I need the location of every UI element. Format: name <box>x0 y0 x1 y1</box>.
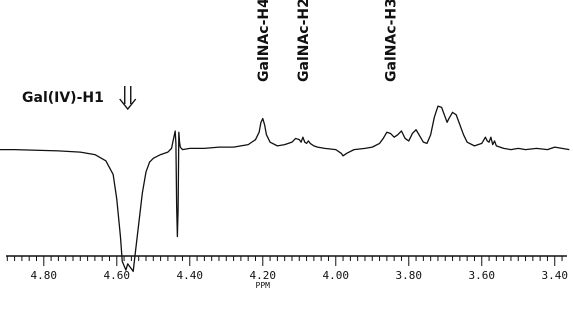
x-axis-ticks <box>6 256 563 266</box>
spectrum-trace <box>0 105 570 272</box>
x-tick-label: 4.60 <box>104 269 131 282</box>
x-axis-unit-label: PPM <box>256 281 271 290</box>
peak-label: GalNAc-H4 <box>256 0 272 82</box>
peak-label: GalNAc-H3 <box>384 0 400 82</box>
x-tick-label: 3.80 <box>396 269 423 282</box>
x-axis-tick-labels: 4.80 4.60 4.40 4.20 4.00 3.80 3.60 3.40 <box>31 269 568 282</box>
x-tick-label: 4.40 <box>177 269 204 282</box>
peak-annotations: Gal(IV)-H1 GalNAc-H4 GalNAc-H2 GalNAc-H3 <box>22 0 400 111</box>
peak-label: Gal(IV)-H1 <box>22 90 104 106</box>
x-tick-label: 3.40 <box>542 269 569 282</box>
x-tick-label: 4.00 <box>323 269 350 282</box>
x-tick-label: 4.20 <box>250 269 277 282</box>
x-tick-label: 3.60 <box>469 269 496 282</box>
x-tick-label: 4.80 <box>31 269 58 282</box>
peak-label: GalNAc-H2 <box>296 0 312 82</box>
down-arrow-icon <box>119 86 137 111</box>
